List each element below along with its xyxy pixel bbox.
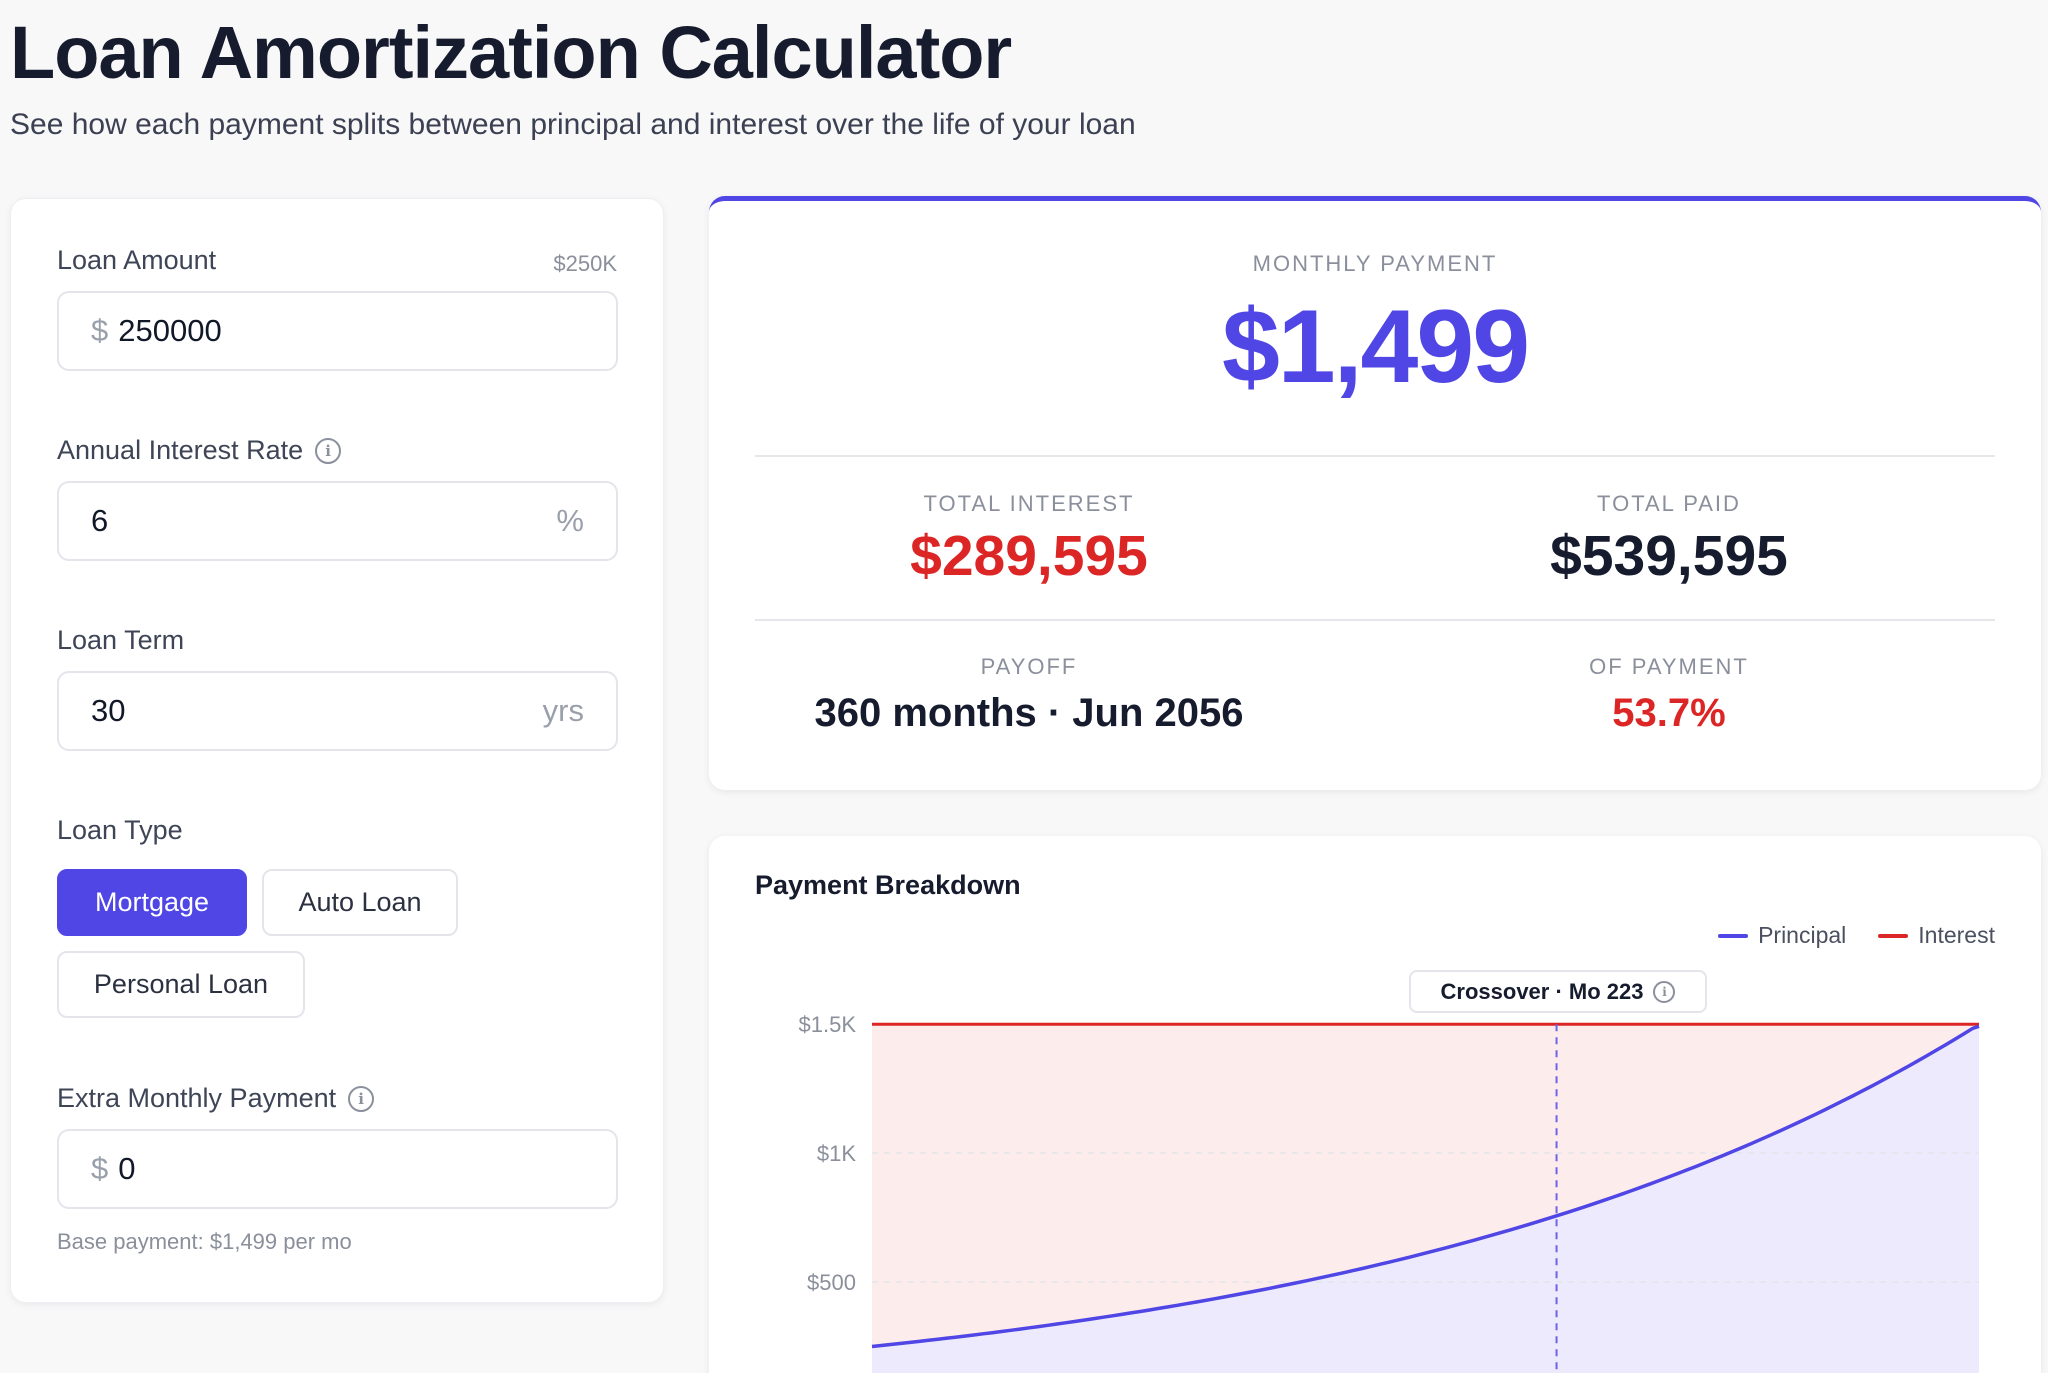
loan-term-input[interactable]: 30 yrs	[57, 671, 618, 751]
monthly-payment-value: $1,499	[1221, 289, 1530, 405]
loan-form-card: Loan Amount $250K $ 250000 Annual Intere…	[10, 198, 664, 1303]
divider	[755, 619, 1995, 621]
interest-rate-input[interactable]: 6 %	[57, 481, 618, 561]
percent-suffix: %	[556, 503, 584, 538]
base-payment-note: Base payment: $1,499 per mo	[57, 1229, 352, 1254]
principal-area	[872, 1026, 1979, 1373]
loan-type-personal-button[interactable]: Personal Loan	[57, 951, 305, 1018]
loan-amount-input[interactable]: $ 250000	[57, 291, 618, 371]
info-icon[interactable]: i	[348, 1085, 375, 1112]
payoff-value: 360 months · Jun 2056	[814, 691, 1244, 735]
loan-term-label: Loan Term	[57, 625, 185, 655]
interest-rate-value[interactable]: 6	[91, 503, 109, 538]
info-icon[interactable]: i	[315, 437, 342, 464]
loan-type-label: Loan Type	[57, 815, 183, 845]
extra-payment-value[interactable]: 0	[118, 1151, 136, 1186]
of-payment-value: 53.7%	[1612, 691, 1726, 735]
total-interest-value: $289,595	[910, 524, 1148, 588]
divider	[755, 455, 1995, 457]
loan-amount-hint: $250K	[553, 251, 617, 276]
crossover-label: Crossover · Mo 223	[1440, 978, 1644, 1004]
info-icon[interactable]: i	[1653, 980, 1676, 1003]
legend-item-interest[interactable]: Interest	[1878, 922, 1995, 949]
summary-card: Monthly Payment $1,499 Total Interest $2…	[709, 196, 2041, 790]
loan-amount-label: Loan Amount	[57, 245, 217, 275]
chart-legend: Principal Interest	[1718, 922, 1995, 949]
total-interest-label: Total Interest	[923, 491, 1135, 516]
loan-amount-value[interactable]: 250000	[118, 313, 222, 348]
payoff-label: Payoff	[980, 654, 1078, 679]
legend-principal-label: Principal	[1758, 922, 1847, 948]
payment-breakdown-card: $500 $1K $1.5K Payment Breakdown Principal…	[709, 836, 2041, 1373]
of-payment-label: Of Payment	[1589, 654, 1749, 679]
y-tick-label: $1K	[817, 1141, 856, 1166]
principal-swatch	[1718, 933, 1749, 938]
years-suffix: yrs	[542, 693, 584, 728]
loan-term-value[interactable]: 30	[91, 693, 126, 728]
currency-prefix: $	[91, 313, 109, 348]
page-subtitle: See how each payment splits between prin…	[10, 108, 1136, 141]
chart-title: Payment Breakdown	[755, 870, 1021, 900]
total-paid-label: Total Paid	[1597, 491, 1741, 516]
y-tick-label: $1.5K	[799, 1012, 857, 1037]
interest-swatch	[1878, 933, 1909, 938]
legend-interest-label: Interest	[1918, 922, 1995, 948]
payment-breakdown-chart: $500 $1K $1.5K	[799, 1012, 1980, 1373]
legend-item-principal[interactable]: Principal	[1718, 922, 1846, 949]
monthly-payment-label: Monthly Payment	[1252, 251, 1498, 276]
page-title: Loan Amortization Calculator	[10, 11, 1012, 94]
extra-payment-label: Extra Monthly Payment i	[57, 1083, 375, 1114]
currency-prefix: $	[91, 1151, 109, 1186]
extra-payment-input[interactable]: $ 0	[57, 1129, 618, 1209]
loan-type-auto-button[interactable]: Auto Loan	[262, 869, 458, 936]
y-tick-label: $500	[807, 1270, 856, 1295]
crossover-badge[interactable]: Crossover · Mo 223 i	[1409, 970, 1707, 1013]
loan-type-mortgage-button[interactable]: Mortgage	[57, 869, 247, 936]
total-paid-value: $539,595	[1550, 524, 1788, 588]
interest-rate-label: Annual Interest Rate i	[57, 435, 342, 466]
principal-line	[871, 1024, 1980, 1349]
